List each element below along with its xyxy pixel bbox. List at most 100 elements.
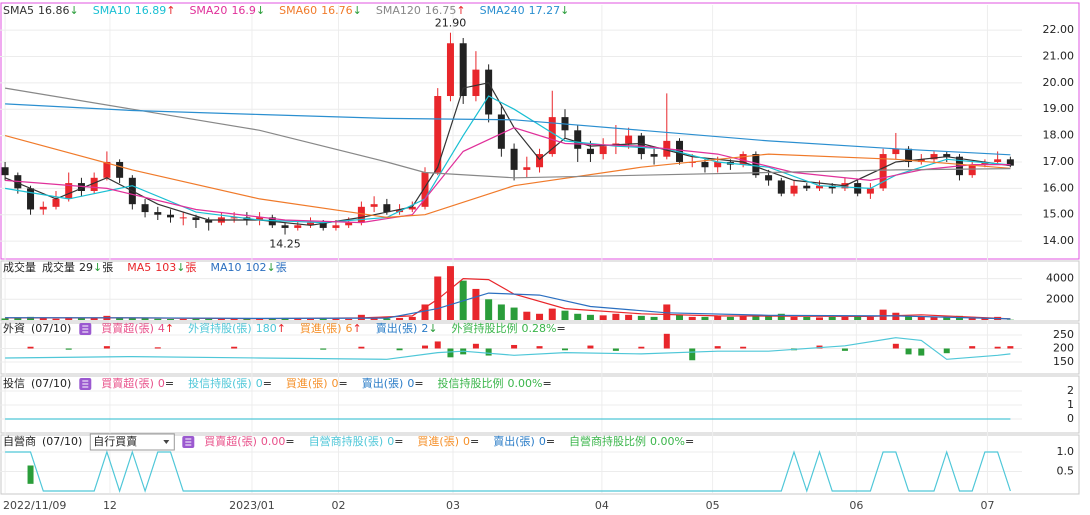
candle-body: [523, 167, 531, 170]
volume-bar: [39, 318, 47, 320]
legend-trend: ↓: [266, 261, 275, 274]
price-annotation: 14.25: [269, 238, 301, 251]
legend-trend: ↓: [560, 4, 569, 17]
y-tick-label: 21.00: [1043, 49, 1075, 62]
net-bar: [561, 348, 568, 351]
net-bar: [714, 346, 721, 349]
candle-body: [892, 148, 900, 155]
panel-border: [0, 260, 1080, 322]
net-bar: [485, 348, 492, 356]
legend-unit: 張: [102, 261, 113, 274]
candle-body: [116, 161, 124, 178]
y-tick-label: 200: [1053, 342, 1074, 355]
y-tick-label: 17.00: [1043, 155, 1075, 168]
legend-name: MA5: [127, 261, 151, 274]
line-series: [5, 127, 1011, 224]
volume-bar: [930, 316, 938, 320]
legend-name: 賣出(張): [493, 434, 535, 448]
net-bar: [154, 347, 161, 349]
candle-body: [141, 204, 149, 213]
panel-date: (07/10): [31, 377, 71, 390]
legend-value: 0.00%: [650, 435, 685, 448]
line-series: [5, 87, 1011, 179]
legend-name: SMA5: [3, 4, 34, 17]
volume-bar: [803, 316, 811, 320]
legend-trend: ↑: [277, 322, 286, 335]
candle-body: [39, 206, 47, 210]
legend-value: 2: [421, 322, 428, 335]
volume-bar: [396, 317, 404, 320]
legend-name: SMA10: [93, 4, 131, 17]
legend-value: 0.00: [261, 435, 286, 448]
line-series: [5, 450, 1011, 493]
candle-body: [27, 188, 35, 210]
volume-bar: [790, 316, 798, 320]
legend-value: 0: [407, 377, 414, 390]
y-tick-label: 2: [1067, 384, 1074, 397]
net-bar: [434, 341, 441, 349]
line-series: [4, 82, 1011, 226]
y-tick-label: 2000: [1046, 292, 1074, 305]
volume-bar: [777, 313, 785, 320]
volume-bar: [854, 315, 862, 320]
price-annotation: 21.90: [435, 17, 467, 30]
panel-title: 投信: [3, 376, 25, 390]
candle-body: [981, 161, 989, 165]
candle-body: [179, 217, 187, 219]
y-tick-label: 0.5: [1057, 465, 1075, 478]
candle-body: [943, 154, 951, 157]
x-tick-label: 2022/11/09: [3, 499, 66, 512]
x-tick-label: 06: [849, 499, 863, 512]
legend-trend: ↑: [166, 4, 175, 17]
candle-body: [905, 148, 913, 162]
panel-border: [0, 375, 1080, 434]
net-bar: [689, 348, 696, 361]
volume-bar: [637, 315, 645, 320]
legend-trend: =: [414, 377, 423, 390]
legend-unit: 張: [276, 261, 287, 274]
net-bar: [612, 348, 619, 351]
candle-body: [446, 43, 454, 97]
volume-bar: [905, 315, 913, 320]
volume-bar: [52, 318, 60, 320]
legend-name: 成交量: [42, 260, 75, 274]
net-bar: [994, 346, 1001, 349]
candle-body: [714, 161, 722, 168]
net-bar: [320, 348, 327, 350]
type-selector-label[interactable]: 自行買賣: [93, 434, 137, 448]
type-selector[interactable]: [89, 433, 175, 451]
volume-bar: [256, 318, 264, 320]
legend-value: 6: [346, 322, 353, 335]
y-tick-label: 250: [1053, 328, 1074, 341]
candle-body: [803, 185, 811, 189]
legend-value: 16.89: [135, 4, 167, 17]
volume-bar: [90, 317, 98, 320]
candle-body: [650, 154, 658, 157]
volume-bar: [128, 317, 136, 320]
candle-body: [421, 172, 429, 207]
volume-bar: [726, 316, 734, 320]
candle-body: [815, 185, 823, 189]
candle-body: [383, 204, 391, 213]
volume-bar: [192, 318, 200, 320]
line-series: [5, 337, 1011, 360]
candle-body: [370, 204, 378, 207]
legend-value: 0: [332, 377, 339, 390]
volume-bar: [383, 318, 391, 320]
candle-body: [332, 225, 340, 228]
legend-trend: =: [339, 377, 348, 390]
volume-bar: [574, 313, 582, 320]
y-tick-label: 20.00: [1043, 76, 1075, 89]
legend-name: SMA240: [480, 4, 525, 17]
volume-bar: [714, 315, 722, 320]
candle-body: [65, 183, 73, 199]
net-bar: [969, 346, 976, 349]
candle-body: [485, 69, 493, 115]
legend-name: SMA20: [189, 4, 227, 17]
candle-body: [739, 154, 747, 165]
panel-title: 成交量: [3, 260, 36, 274]
net-bar: [892, 343, 899, 349]
candle-body: [434, 96, 442, 173]
net-bar: [103, 346, 110, 349]
